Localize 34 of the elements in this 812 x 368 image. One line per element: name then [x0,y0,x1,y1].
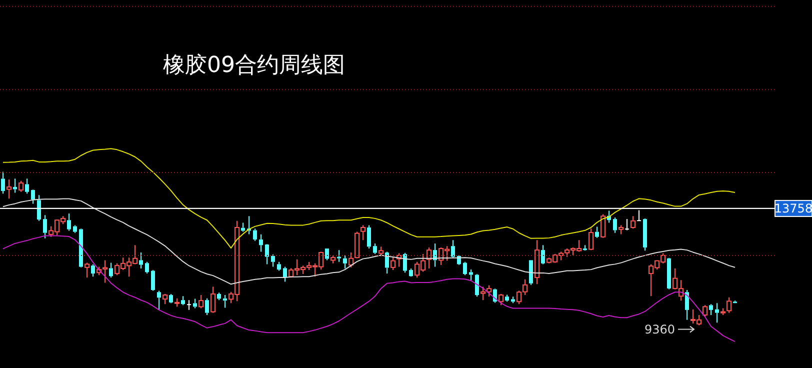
candlestick [337,250,341,262]
candlestick [223,294,227,308]
candlestick [367,224,371,250]
candlestick [91,264,95,278]
candlestick [193,298,197,309]
candlestick [259,234,263,252]
chart-title: 橡胶09合约周线图 [163,52,345,80]
candlestick [253,228,257,242]
candlestick [715,302,719,324]
candlestick [505,294,509,302]
candlestick [534,240,540,285]
candlestick [13,178,17,194]
candlestick [181,296,185,306]
text: 13758 [774,201,812,216]
candlestick [6,178,12,200]
candlestick [595,226,599,238]
candlestick [79,229,83,267]
candlestick [463,261,467,276]
candlestick [643,219,647,252]
candlestick [157,290,161,310]
candlestick [343,254,347,269]
candlestick [583,244,587,250]
candlestick [109,262,113,278]
candlestick [265,244,269,265]
candlestick [139,252,143,269]
candlestick [409,268,413,276]
candlestick [475,274,479,298]
candlestick [73,224,77,234]
candlestick [469,269,473,281]
candlestick [613,217,617,234]
annotation: 9360 [644,322,675,336]
candlestick [709,304,713,316]
candlestick [511,296,515,304]
candlestick [217,292,221,301]
